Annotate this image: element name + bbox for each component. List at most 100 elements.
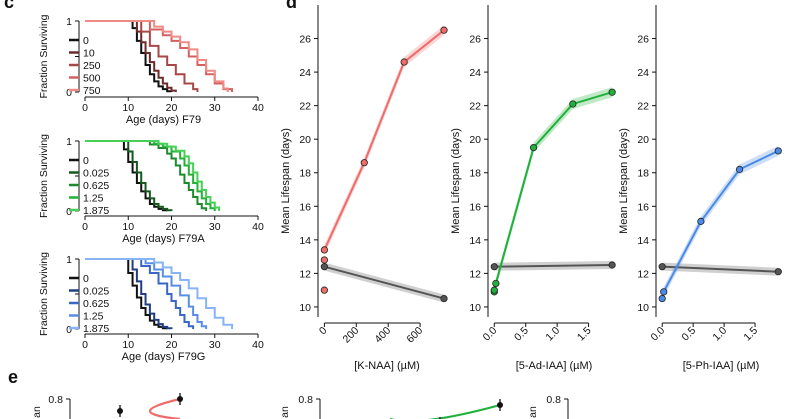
data-point-treated: [320, 256, 328, 264]
y-axis-title: Fraction Surviving: [38, 14, 50, 98]
series-line-0.625: [85, 258, 195, 329]
data-point-control: [490, 263, 498, 271]
ci-band-treated: [662, 145, 779, 304]
x-tick-label: 600: [404, 325, 425, 346]
y-tick-label: 12: [469, 268, 481, 280]
y-tick-label: 12: [637, 268, 649, 280]
x-tick-label: 0: [82, 339, 88, 351]
data-point-treated: [400, 58, 408, 66]
y-tick-label: 14: [469, 235, 481, 247]
y-axis-title: Mean Lifespan (days): [280, 128, 292, 234]
series-line-green: [390, 403, 501, 419]
series-line-750: [85, 20, 229, 92]
legend-label: 1.875: [83, 323, 109, 335]
y-tick-label: 22: [637, 101, 649, 113]
series-line-1.25: [85, 258, 208, 329]
x-tick-label: 0: [82, 102, 88, 114]
chart-lifespan_5adiaa: 10 12 14 16 18 20 22 24 26 0.0 0.5 1.0 1.5 [5-Ad-IAA]…: [450, 5, 616, 372]
series-line-1.875: [85, 140, 221, 211]
y-tick-label: 14: [299, 235, 311, 247]
y-axis-title: Fraction Surviving: [38, 134, 50, 218]
x-tick-label: 1.5: [575, 325, 594, 344]
legend-label: 10: [83, 48, 95, 60]
series-line-control: [494, 264, 613, 268]
series-line-control: [662, 265, 779, 273]
data-point-red: [117, 408, 123, 414]
y-tick-label: 18: [299, 168, 311, 180]
x-tick-label: 1.0: [710, 325, 729, 344]
x-axis-title: [K-NAA] (µM): [354, 360, 420, 372]
y-tick-label: 24: [637, 67, 649, 79]
x-tick-label: 30: [209, 102, 221, 114]
legend-label: 0.025: [83, 168, 109, 180]
series-line-0: [85, 20, 173, 93]
data-point-control: [320, 263, 328, 271]
legend-label: 1.875: [83, 205, 109, 217]
y-tick-label: 1: [66, 254, 72, 266]
legend-label: 250: [83, 60, 101, 72]
x-tick-label: 10: [122, 221, 134, 233]
y-tick-label: 26: [299, 34, 311, 46]
y-tick-label: 22: [469, 101, 481, 113]
data-point-red: [177, 396, 183, 402]
y-tick-label: 18: [637, 168, 649, 180]
y-tick-label: 10: [469, 302, 481, 314]
data-point-control: [440, 294, 448, 303]
x-tick-label: 40: [252, 339, 264, 351]
legend-label: 0.625: [83, 298, 109, 310]
data-point-treated: [320, 286, 328, 294]
series-line-control: [324, 265, 445, 300]
series-line-0.025: [85, 140, 173, 212]
series-line-1.875: [85, 258, 234, 329]
legend-label: 1.25: [83, 193, 104, 205]
y-tick-label: 22: [299, 101, 311, 113]
x-tick-label: 40: [252, 102, 264, 114]
y-axis-title: Fraction Surviving: [38, 252, 50, 336]
series-line-0.025: [85, 258, 173, 330]
y-tick-label: 0: [66, 87, 72, 99]
series-line-250: [85, 20, 199, 92]
data-point-treated: [529, 143, 538, 152]
x-axis-title: [5-Ph-IAA] (µM): [683, 360, 760, 372]
y-tick-label: 1: [66, 136, 72, 148]
x-tick-label: 0.5: [512, 325, 531, 344]
ci-band-treated: [324, 25, 445, 255]
chart-panel-e-partial: 0.8 an 0.8 an 0.8 an: [31, 393, 569, 419]
y-tick-label: 16: [299, 201, 311, 213]
y-tick-label: 0.8: [48, 394, 63, 406]
y-tick-label: 24: [469, 67, 481, 79]
legend-label: 0: [83, 35, 89, 47]
y-tick-label: 10: [637, 302, 649, 314]
x-tick-label: 0.5: [679, 325, 698, 344]
y-tick-label: 24: [299, 67, 311, 79]
x-tick-label: 400: [372, 325, 393, 346]
x-tick-label: 0: [82, 221, 88, 233]
data-point-treated: [440, 26, 448, 34]
series-line-0.625: [85, 140, 208, 211]
series-line-red: [148, 397, 181, 419]
x-tick-label: 10: [122, 102, 134, 114]
chart-lifespan_knaa: 10 12 14 16 18 20 22 24 26 0 200 400 600 [K-NAA] (µM)…: [280, 5, 448, 372]
panel-label-d: d: [286, 0, 297, 12]
data-point-treated: [360, 159, 368, 167]
y-tick-label: 20: [299, 134, 311, 146]
y-axis-title-partial: an: [279, 406, 291, 418]
y-tick-label: 0: [66, 206, 72, 218]
x-tick-label: 20: [166, 102, 178, 114]
legend-label: 0.025: [83, 286, 109, 298]
x-tick-label: 40: [252, 221, 264, 233]
y-axis-title: Mean Lifespan (days): [450, 128, 462, 234]
x-axis-title: Age (days) F79G: [122, 351, 206, 363]
ci-band-treated: [494, 87, 613, 296]
x-tick-label: 0.0: [481, 325, 500, 344]
x-tick-label: 0: [317, 325, 330, 338]
legend-label: 1.25: [83, 311, 104, 323]
y-tick-label: 12: [299, 268, 311, 280]
y-tick-label: 26: [469, 34, 481, 46]
data-point-treated: [697, 217, 705, 225]
y-tick-label: 14: [637, 235, 649, 247]
y-tick-label: 20: [469, 134, 481, 146]
